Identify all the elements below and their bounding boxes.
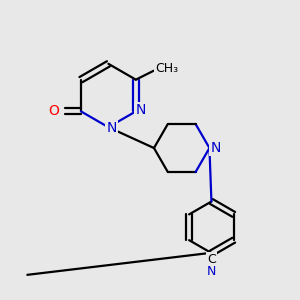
Text: N: N [210,141,220,155]
Text: N: N [136,103,146,117]
Text: O: O [49,104,60,118]
Text: C: C [207,254,216,266]
Text: N: N [106,121,116,135]
Text: CH₃: CH₃ [155,62,178,75]
Text: N: N [207,266,216,278]
